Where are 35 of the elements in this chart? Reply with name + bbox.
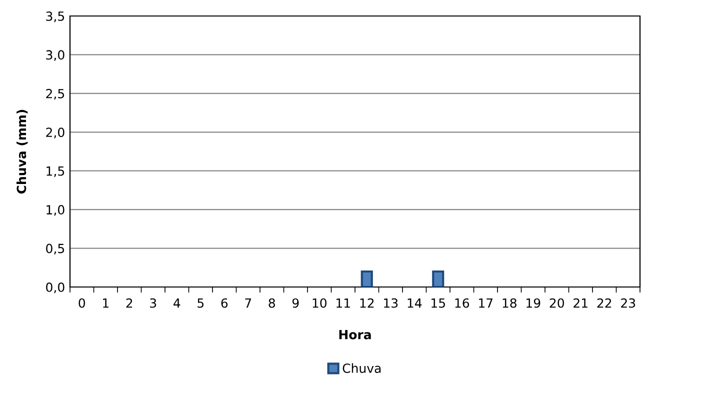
x-tick-label: 18 (502, 298, 516, 308)
x-tick-label: 23 (621, 298, 636, 308)
y-tick-label: 0,5 (46, 244, 64, 254)
y-tick-label: 2,5 (46, 88, 64, 100)
x-tick-label: 19 (526, 298, 540, 308)
x-tick-label: 3 (150, 298, 156, 308)
x-tick-label: 1 (103, 298, 108, 308)
x-tick-label: 10 (312, 298, 326, 308)
y-tick-label: 3,0 (46, 50, 64, 61)
x-tick-label: 14 (408, 298, 422, 308)
x-tick-label: 16 (455, 298, 470, 308)
x-tick-label: 21 (574, 298, 588, 308)
y-tick-label: 0,0 (46, 282, 64, 294)
x-tick-label: 13 (384, 298, 398, 308)
y-tick-label: 3,5 (46, 11, 64, 22)
x-tick-label: 11 (336, 298, 350, 308)
y-tick-label: 1,0 (46, 205, 64, 216)
x-tick-label: 8 (268, 298, 275, 308)
x-tick-label: 17 (479, 298, 493, 308)
x-axis-title: Hora (339, 330, 371, 340)
x-tick-label: 12 (360, 298, 374, 308)
x-tick-label: 22 (597, 298, 612, 308)
y-tick-label: 2,0 (46, 128, 64, 138)
x-tick-label: 0 (78, 298, 86, 308)
x-tick-label: 5 (198, 298, 204, 308)
legend-label: Chuva (342, 363, 381, 373)
y-axis-title: Chuva (mm) (16, 110, 28, 194)
x-tick-label: 6 (221, 298, 228, 308)
x-tick-label: 4 (174, 298, 180, 308)
y-tick-label: 1,5 (46, 166, 64, 178)
x-tick-label: 9 (292, 298, 299, 308)
x-tick-label: 7 (245, 298, 252, 308)
x-tick-label: 15 (432, 298, 445, 308)
x-tick-label: 20 (550, 298, 564, 308)
x-tick-label: 2 (126, 298, 132, 308)
